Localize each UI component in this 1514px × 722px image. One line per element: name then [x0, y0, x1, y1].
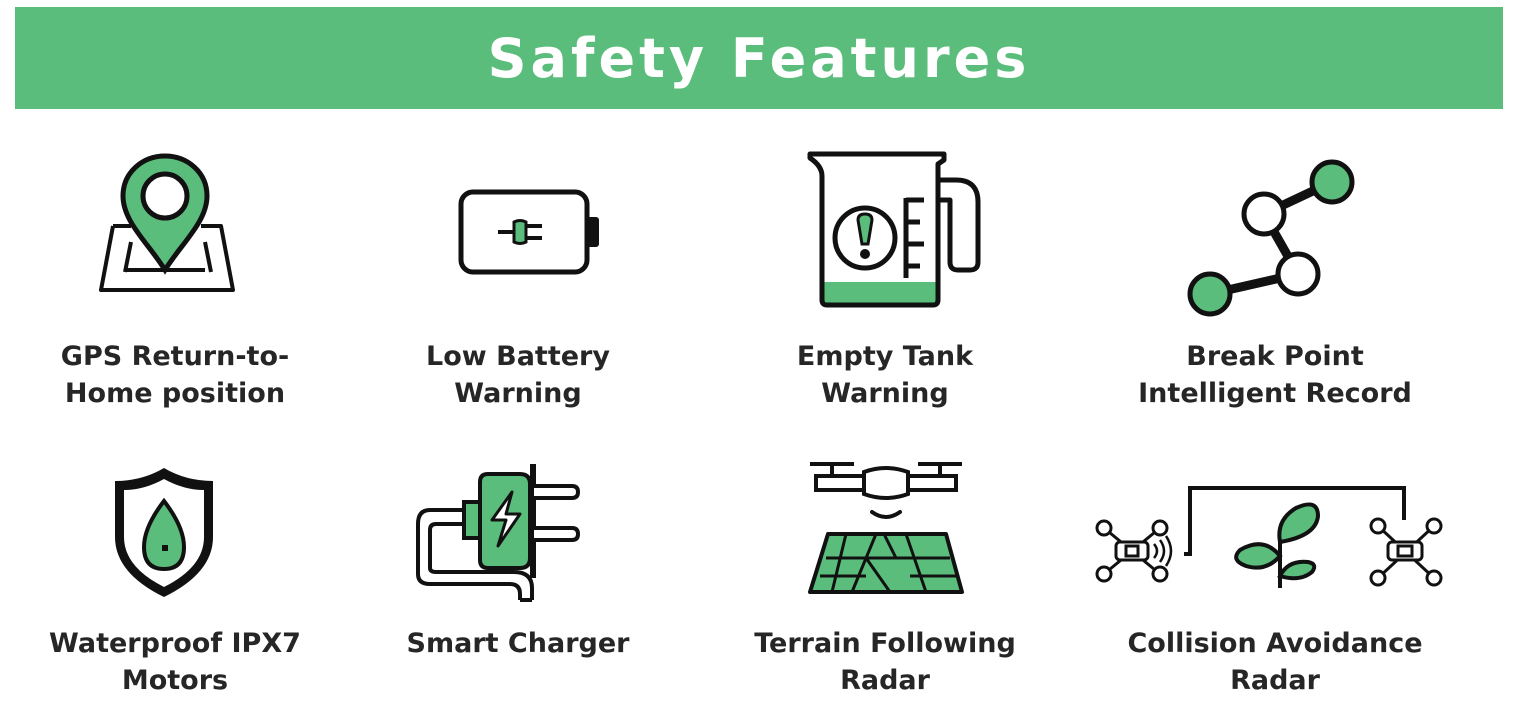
drone-terrain-icon [806, 458, 966, 596]
battery-plug-icon [458, 189, 603, 275]
measuring-jug-warning-icon [806, 150, 982, 308]
path-nodes-icon [1187, 158, 1360, 318]
charger-plug-icon [414, 462, 581, 604]
drones-plant-icon [1090, 484, 1443, 592]
feature-label: Terrain Following Radar [754, 628, 1016, 696]
feature-label: Smart Charger [406, 628, 630, 659]
feature-label: Break Point Intelligent Record [1138, 341, 1412, 409]
map-pin-icon [95, 152, 237, 294]
feature-label: GPS Return-to- Home position [60, 341, 290, 409]
title-banner: Safety Features [15, 7, 1503, 109]
feature-label: Waterproof IPX7 Motors [49, 628, 301, 696]
feature-label: Empty Tank Warning [796, 341, 974, 409]
feature-label: Low Battery Warning [426, 341, 610, 409]
shield-water-drop-icon [112, 465, 216, 600]
feature-label: Collision Avoidance Radar [1127, 628, 1423, 696]
page-title: Safety Features [487, 26, 1031, 90]
